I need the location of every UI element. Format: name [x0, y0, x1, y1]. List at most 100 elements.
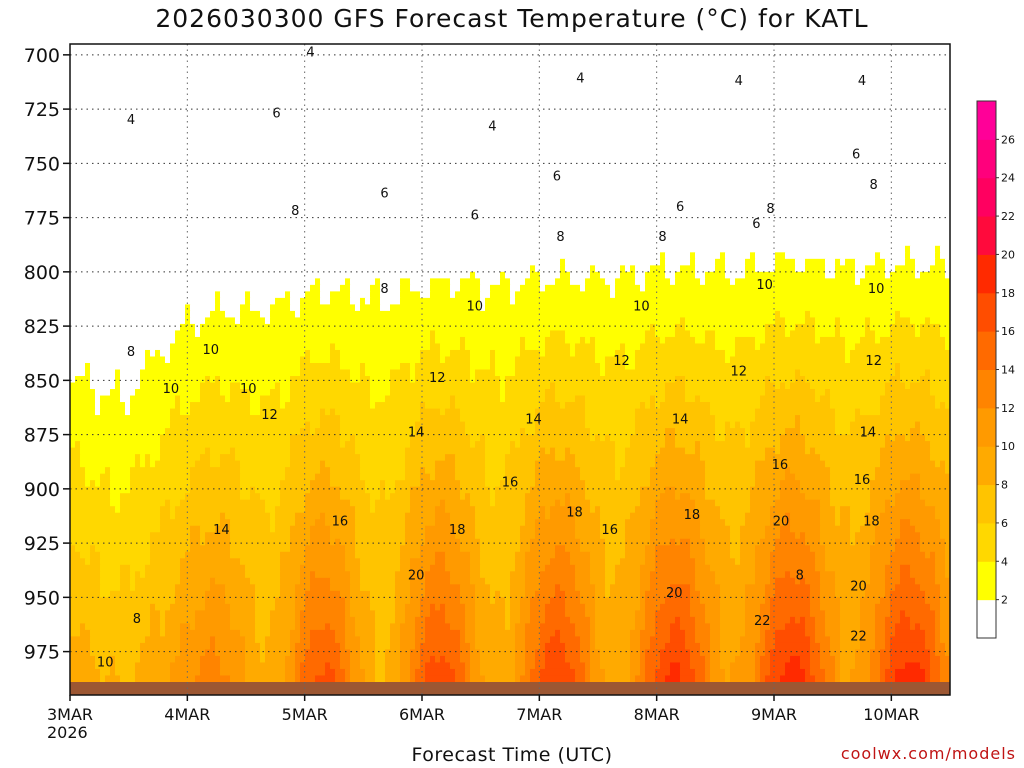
- temperature-cell: [755, 545, 776, 553]
- temperature-cell: [470, 493, 491, 501]
- temperature-cell: [170, 499, 181, 507]
- temperature-cell: [805, 317, 816, 325]
- temperature-cell: [510, 291, 516, 299]
- temperature-cell: [165, 629, 181, 638]
- temperature-cell: [180, 564, 246, 572]
- temperature-cell: [735, 349, 846, 358]
- temperature-cell: [70, 649, 91, 657]
- temperature-cell: [870, 655, 881, 664]
- temperature-cell: [350, 603, 371, 611]
- temperature-cell: [910, 434, 926, 442]
- temperature-cell: [865, 590, 886, 598]
- temperature-cell: [640, 584, 651, 592]
- temperature-cell: [425, 584, 461, 592]
- temperature-cell: [780, 480, 801, 488]
- temperature-cell: [915, 577, 936, 585]
- temperature-cell: [925, 590, 941, 598]
- temperature-cell: [920, 330, 941, 338]
- temperature-cell: [760, 538, 776, 546]
- temperature-cell: [635, 675, 646, 683]
- temperature-cell: [795, 473, 831, 481]
- temperature-cell: [600, 525, 626, 533]
- temperature-cell: [520, 545, 531, 553]
- temperature-cell: [150, 558, 181, 566]
- temperature-cell: [570, 551, 591, 559]
- temperature-cell: [920, 532, 941, 540]
- temperature-cell: [390, 623, 401, 631]
- temperature-cell: [200, 525, 216, 533]
- temperature-cell: [925, 636, 936, 644]
- temperature-cell: [325, 668, 336, 677]
- temperature-cell: [935, 258, 946, 266]
- temperature-cell: [625, 343, 641, 351]
- temperature-cell: [120, 395, 131, 403]
- temperature-cell: [640, 668, 646, 677]
- temperature-cell: [815, 447, 881, 455]
- temperature-cell: [655, 558, 696, 566]
- temperature-cell: [440, 603, 446, 611]
- temperature-cell: [715, 428, 726, 436]
- temperature-cell: [945, 564, 950, 572]
- temperature-cell: [870, 577, 886, 585]
- temperature-cell: [205, 376, 211, 384]
- temperature-cell: [615, 564, 641, 572]
- temperature-cell: [420, 349, 441, 358]
- temperature-cell: [715, 499, 751, 507]
- temperature-cell: [575, 571, 591, 579]
- temperature-cell: [915, 623, 921, 631]
- temperature-cell: [400, 558, 411, 566]
- temperature-cell: [665, 252, 691, 260]
- temperature-cell: [700, 441, 746, 449]
- temperature-cell: [565, 447, 571, 455]
- temperature-cell: [700, 454, 766, 462]
- temperature-cell: [740, 538, 761, 546]
- temperature-cell: [505, 603, 511, 611]
- temperature-cell: [90, 369, 116, 377]
- temperature-cell: [395, 597, 411, 605]
- temperature-cell: [890, 271, 916, 279]
- temperature-cell: [310, 480, 331, 488]
- temperature-cell: [545, 603, 566, 611]
- colorbar-swatch: [977, 522, 996, 562]
- temperature-cell: [655, 551, 691, 559]
- temperature-cell: [910, 616, 936, 624]
- temperature-cell: [580, 590, 596, 598]
- temperature-cell: [945, 649, 950, 657]
- temperature-cell: [120, 369, 141, 377]
- temperature-cell: [460, 642, 471, 651]
- temperature-cell: [880, 460, 936, 468]
- temperature-cell: [205, 597, 226, 605]
- temperature-cell: [755, 662, 761, 670]
- temperature-cell: [350, 297, 361, 305]
- temperature-cell: [345, 545, 356, 553]
- temperature-cell: [850, 538, 856, 546]
- temperature-cell: [715, 336, 736, 345]
- temperature-cell: [540, 278, 556, 286]
- temperature-cell: [70, 551, 81, 559]
- temperature-cell: [900, 564, 911, 572]
- temperature-cell: [470, 271, 476, 279]
- temperature-cell: [90, 636, 146, 644]
- temperature-cell: [110, 499, 121, 507]
- temperature-cell: [295, 668, 301, 677]
- temperature-cell: [665, 597, 691, 605]
- temperature-cell: [450, 349, 471, 358]
- temperature-cell: [745, 519, 771, 527]
- temperature-cell: [690, 590, 701, 598]
- temperature-cell: [850, 428, 911, 436]
- temperature-cell: [880, 675, 886, 683]
- temperature-cell: [300, 428, 311, 436]
- temperature-cell: [455, 675, 466, 683]
- temperature-cell: [565, 499, 571, 507]
- temperature-cell: [885, 506, 936, 514]
- temperature-cell: [225, 310, 241, 319]
- temperature-cell: [190, 304, 216, 312]
- temperature-cell: [780, 675, 806, 683]
- temperature-cell: [620, 343, 626, 351]
- temperature-cell: [930, 369, 950, 377]
- temperature-cell: [745, 271, 826, 279]
- temperature-cell: [205, 447, 211, 455]
- temperature-cell: [330, 532, 356, 540]
- temperature-cell: [895, 629, 926, 638]
- temperature-cell: [720, 642, 741, 651]
